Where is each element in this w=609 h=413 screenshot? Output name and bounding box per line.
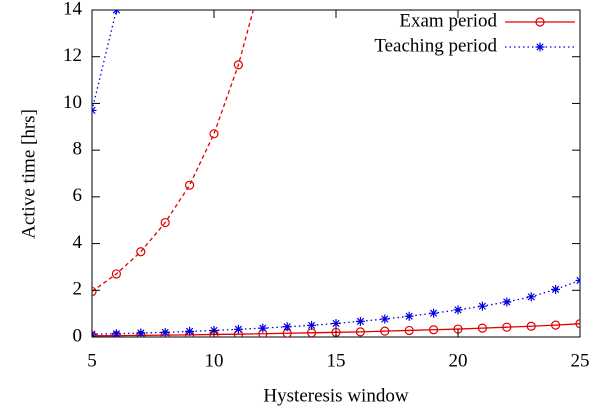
data-point — [404, 311, 414, 321]
data-point — [551, 284, 561, 294]
x-tick-label: 20 — [449, 350, 468, 371]
data-point — [92, 331, 97, 337]
legend-label: Teaching period — [374, 35, 497, 56]
y-tick-label: 10 — [63, 92, 82, 113]
y-tick-label: 6 — [73, 185, 83, 206]
x-tick-label: 10 — [205, 350, 224, 371]
data-point — [526, 321, 536, 331]
series-line — [92, 10, 118, 111]
data-point — [282, 322, 292, 332]
data-point — [355, 316, 365, 326]
data-point — [526, 292, 536, 302]
data-point — [453, 305, 463, 315]
y-tick-label: 8 — [73, 139, 83, 160]
x-tick-label: 5 — [87, 350, 97, 371]
data-point — [185, 326, 195, 336]
data-point — [258, 323, 268, 333]
data-point — [575, 319, 580, 329]
data-point — [233, 324, 243, 334]
y-tick-label: 12 — [63, 45, 82, 66]
data-point — [209, 129, 219, 139]
data-point — [477, 323, 487, 333]
legend-label: Exam period — [399, 10, 497, 31]
data-point — [404, 325, 414, 336]
data-point — [380, 326, 390, 336]
data-point — [355, 327, 365, 337]
data-point — [185, 180, 195, 190]
series-line — [92, 10, 254, 292]
data-point — [233, 60, 243, 70]
x-tick-label: 15 — [327, 350, 346, 371]
data-point — [92, 105, 97, 115]
data-point — [160, 327, 170, 337]
y-tick-label: 0 — [73, 325, 83, 346]
data-point — [550, 320, 561, 330]
y-tick-label: 4 — [73, 232, 83, 253]
data-point — [502, 322, 512, 332]
data-point — [307, 320, 317, 330]
data-point — [575, 275, 580, 285]
data-point — [111, 329, 121, 337]
data-point — [160, 217, 170, 228]
data-point — [111, 10, 121, 15]
data-point — [380, 314, 390, 324]
legend-marker — [535, 42, 545, 52]
legend-marker — [535, 17, 545, 27]
data-point — [331, 318, 341, 328]
plot-frame — [91, 9, 581, 338]
data-point — [136, 328, 146, 337]
data-point — [429, 308, 439, 318]
data-point — [111, 269, 122, 279]
y-tick-label: 14 — [63, 0, 83, 19]
plot-area — [92, 10, 580, 337]
data-point — [502, 297, 512, 307]
data-point — [136, 247, 146, 257]
data-point — [429, 325, 439, 335]
y-tick-label: 2 — [73, 279, 83, 300]
x-tick-label: 25 — [571, 350, 590, 371]
data-point — [92, 286, 97, 297]
x-axis-label: Hysteresis window — [263, 385, 408, 406]
y-axis-label: Active time [hrs] — [18, 109, 39, 239]
data-point — [477, 301, 487, 311]
